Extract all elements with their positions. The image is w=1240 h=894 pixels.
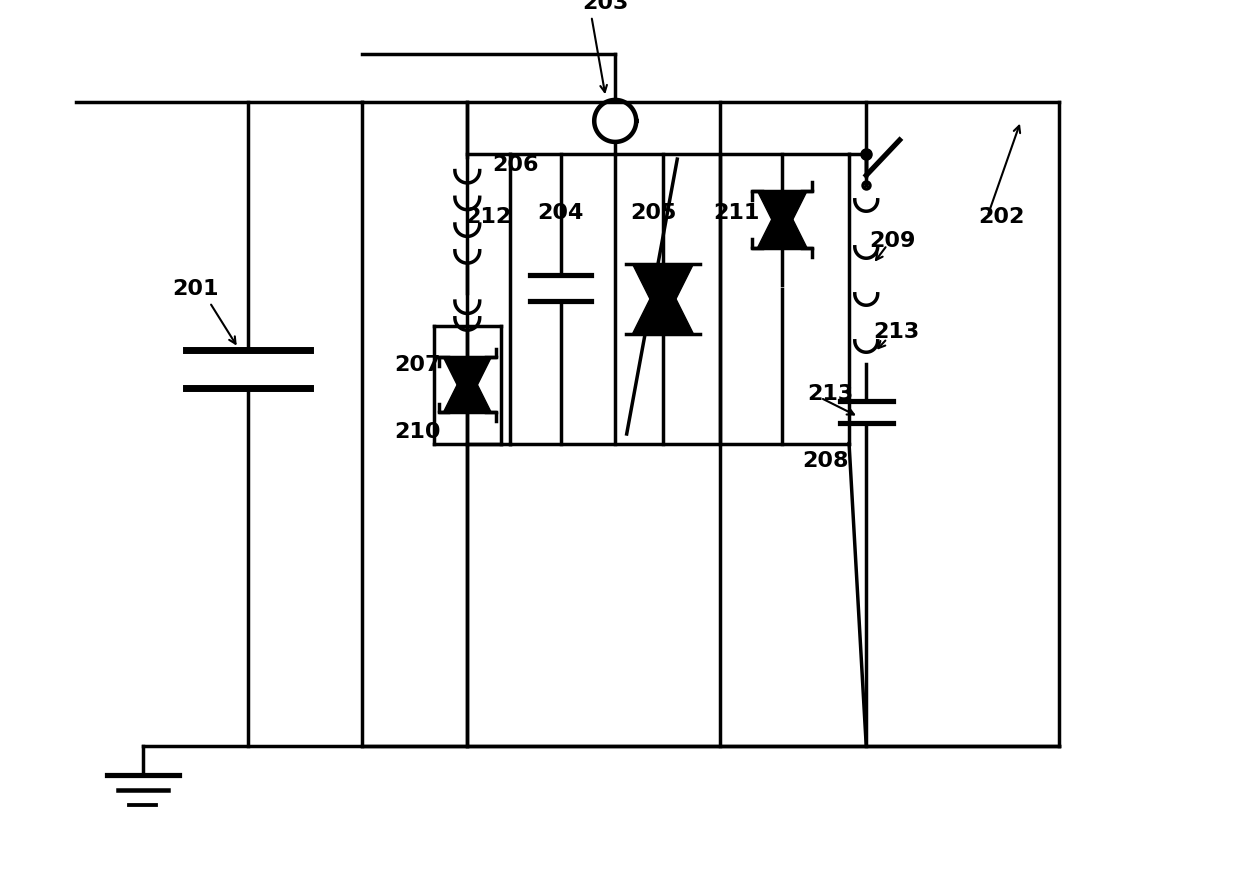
Polygon shape: [758, 191, 807, 241]
Text: 209: 209: [869, 231, 915, 251]
Text: 211: 211: [713, 202, 760, 223]
Text: 206: 206: [492, 155, 538, 174]
Text: 203: 203: [583, 0, 629, 13]
Text: 212: 212: [465, 207, 511, 227]
Text: 210: 210: [394, 422, 441, 442]
Text: 207: 207: [394, 355, 441, 375]
Polygon shape: [632, 274, 693, 334]
Polygon shape: [444, 365, 491, 413]
Text: 208: 208: [802, 451, 848, 470]
Polygon shape: [632, 265, 693, 325]
Text: 201: 201: [172, 279, 218, 299]
Polygon shape: [758, 199, 807, 249]
Text: 213: 213: [874, 322, 920, 342]
Text: 213: 213: [807, 384, 853, 403]
Text: 202: 202: [978, 207, 1025, 227]
Text: 205: 205: [630, 202, 677, 223]
Text: 204: 204: [538, 202, 584, 223]
Polygon shape: [444, 358, 491, 406]
